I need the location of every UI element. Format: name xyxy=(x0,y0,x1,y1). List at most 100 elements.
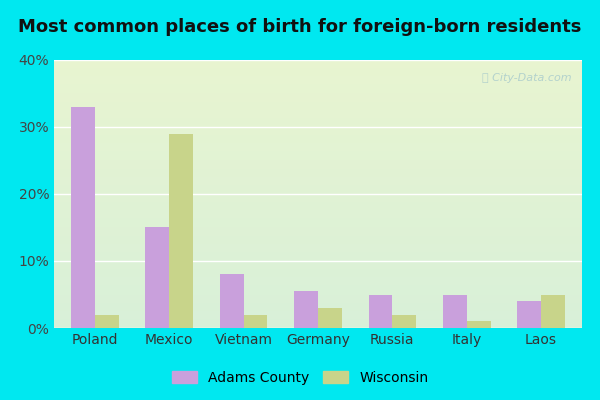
Bar xyxy=(54,237,582,238)
Bar xyxy=(54,138,582,139)
Bar xyxy=(71,107,95,328)
Bar xyxy=(54,225,582,226)
Bar xyxy=(54,116,582,118)
Bar xyxy=(54,119,582,120)
Bar xyxy=(54,147,582,148)
Bar xyxy=(54,83,582,84)
Bar xyxy=(54,226,582,228)
Bar xyxy=(54,159,582,160)
Bar xyxy=(54,84,582,86)
Bar xyxy=(54,68,582,69)
Bar xyxy=(54,151,582,152)
Bar xyxy=(54,158,582,159)
Bar xyxy=(54,166,582,167)
Bar xyxy=(54,232,582,233)
Bar xyxy=(54,323,582,324)
Bar xyxy=(54,142,582,143)
Bar xyxy=(54,190,582,191)
Bar xyxy=(54,213,582,214)
Bar xyxy=(54,262,582,264)
Bar xyxy=(54,221,582,222)
Bar xyxy=(54,260,582,261)
Bar xyxy=(54,304,582,305)
Bar xyxy=(54,269,582,270)
Bar xyxy=(54,298,582,300)
Bar xyxy=(54,210,582,212)
Bar xyxy=(54,143,582,144)
Bar xyxy=(54,276,582,277)
Bar xyxy=(54,285,582,286)
Bar xyxy=(54,60,582,61)
Bar xyxy=(54,118,582,119)
Bar xyxy=(54,152,582,154)
Text: Most common places of birth for foreign-born residents: Most common places of birth for foreign-… xyxy=(19,18,581,36)
Bar xyxy=(54,209,582,210)
Bar xyxy=(54,134,582,135)
Bar xyxy=(54,212,582,213)
Bar xyxy=(54,216,582,217)
Bar xyxy=(54,310,582,312)
Bar xyxy=(54,278,582,280)
Bar xyxy=(54,288,582,289)
Bar xyxy=(54,258,582,260)
Bar xyxy=(54,128,582,130)
Bar xyxy=(54,264,582,265)
Bar xyxy=(54,325,582,327)
Bar xyxy=(54,281,582,282)
Bar xyxy=(54,240,582,241)
Bar xyxy=(54,156,582,158)
Bar xyxy=(54,254,582,256)
Bar xyxy=(54,317,582,319)
Bar xyxy=(54,296,582,297)
Bar xyxy=(54,300,582,301)
Bar xyxy=(54,65,582,67)
Bar xyxy=(54,253,582,254)
Bar xyxy=(54,76,582,78)
Bar xyxy=(54,154,582,155)
Bar xyxy=(54,207,582,209)
Bar xyxy=(54,308,582,309)
Bar xyxy=(54,61,582,63)
Bar xyxy=(54,168,582,170)
Bar xyxy=(54,289,582,290)
Bar xyxy=(54,69,582,71)
Bar xyxy=(294,291,318,328)
Bar xyxy=(54,234,582,236)
Bar xyxy=(54,172,582,174)
Bar xyxy=(54,78,582,79)
Bar xyxy=(54,87,582,88)
Bar xyxy=(54,86,582,87)
Bar xyxy=(54,187,582,189)
Bar xyxy=(54,327,582,328)
Bar xyxy=(54,178,582,179)
Bar xyxy=(54,222,582,224)
Bar xyxy=(54,305,582,306)
Bar xyxy=(54,292,582,293)
Bar xyxy=(54,266,582,268)
Bar xyxy=(54,131,582,132)
Bar xyxy=(54,135,582,136)
Bar xyxy=(54,268,582,269)
Bar xyxy=(54,250,582,252)
Bar xyxy=(54,313,582,314)
Bar xyxy=(54,238,582,240)
Bar xyxy=(54,272,582,273)
Bar xyxy=(54,94,582,95)
Bar xyxy=(54,75,582,76)
Bar xyxy=(54,294,582,296)
Bar xyxy=(54,270,582,272)
Bar xyxy=(54,130,582,131)
Bar xyxy=(54,120,582,122)
Bar xyxy=(54,106,582,107)
Bar xyxy=(54,167,582,168)
Bar xyxy=(54,180,582,182)
Bar xyxy=(54,71,582,72)
Bar xyxy=(54,88,582,90)
Bar xyxy=(54,163,582,164)
Bar xyxy=(54,316,582,317)
Bar xyxy=(244,314,268,328)
Bar xyxy=(54,91,582,92)
Bar xyxy=(145,228,169,328)
Bar xyxy=(54,224,582,225)
Bar xyxy=(54,246,582,248)
